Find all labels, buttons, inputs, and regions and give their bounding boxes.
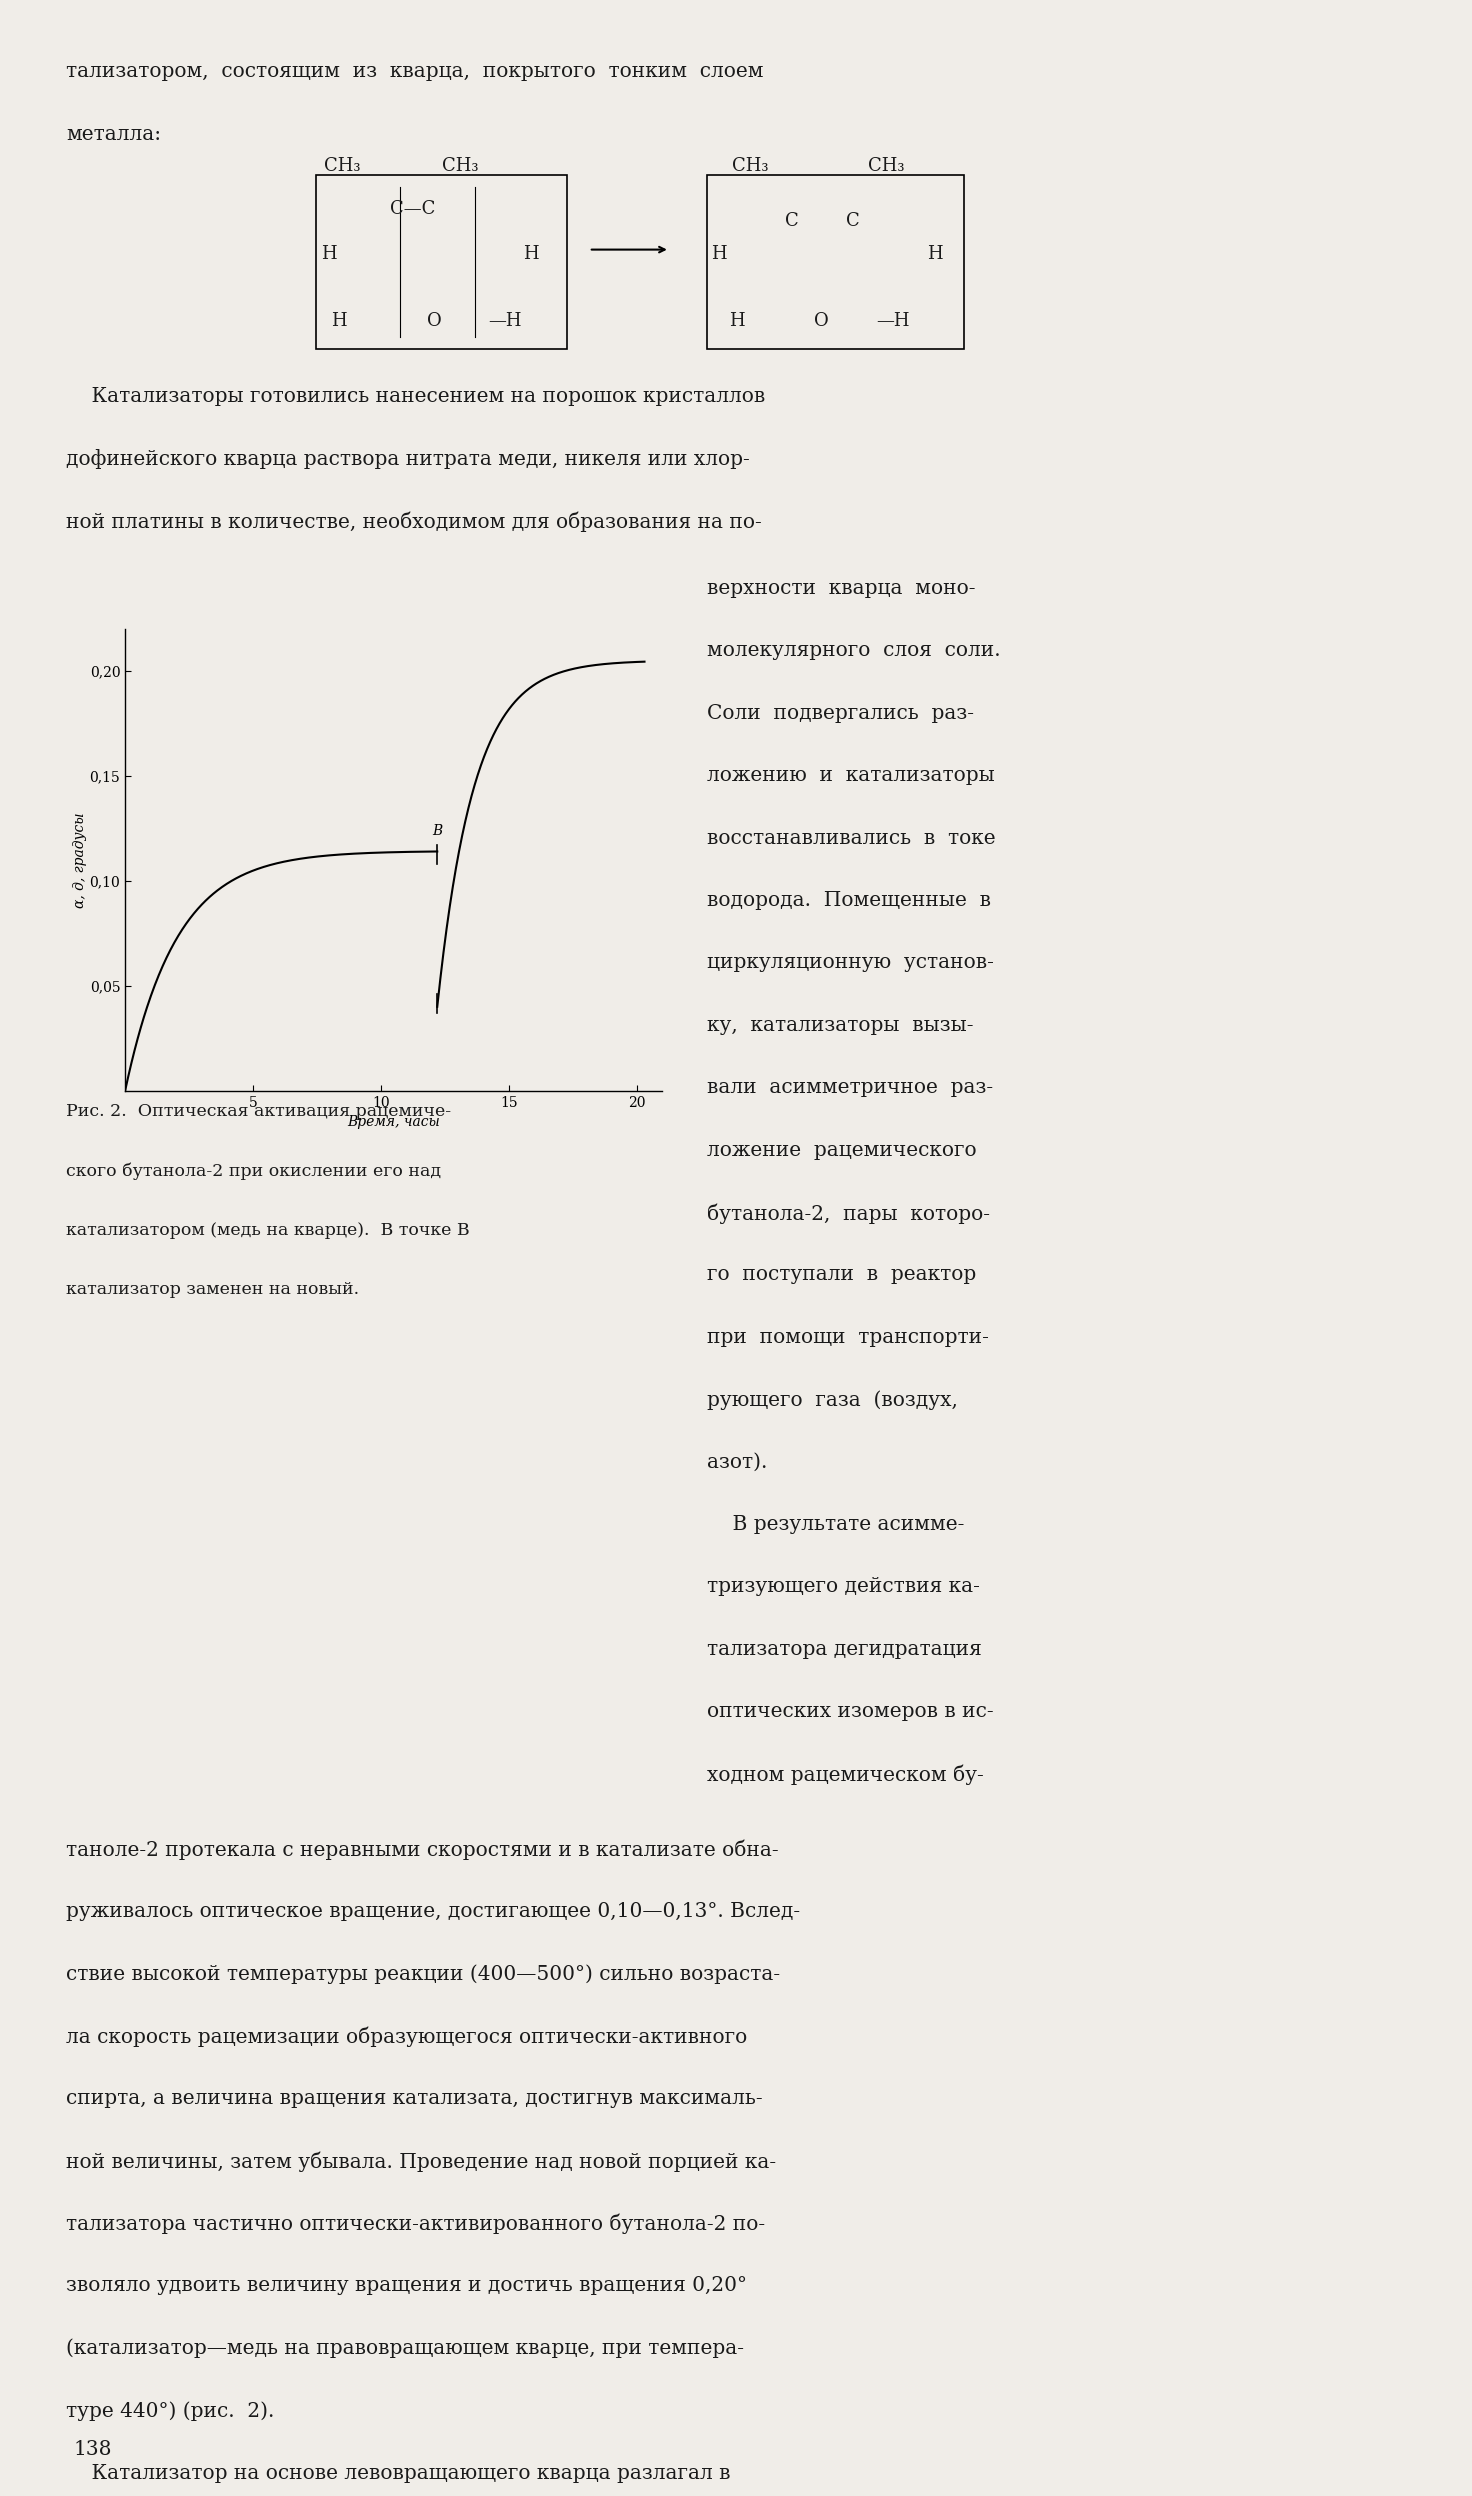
- Text: O: O: [427, 312, 442, 329]
- Text: ложению  и  катализаторы: ложению и катализаторы: [707, 766, 994, 786]
- Text: циркуляционную  установ-: циркуляционную установ-: [707, 953, 994, 973]
- Text: В результате асимме-: В результате асимме-: [707, 1515, 964, 1535]
- Text: Рис. 2.  Оптическая активация рацемиче-: Рис. 2. Оптическая активация рацемиче-: [66, 1103, 452, 1121]
- Text: ходном рацемическом бу-: ходном рацемическом бу-: [707, 1765, 983, 1785]
- Text: дофинейского кварца раствора нитрата меди, никеля или хлор-: дофинейского кварца раствора нитрата мед…: [66, 449, 751, 469]
- Text: бутанола-2,  пары  которо-: бутанола-2, пары которо-: [707, 1203, 989, 1223]
- Text: H: H: [711, 245, 727, 262]
- Bar: [316, 175, 567, 349]
- Text: азот).: азот).: [707, 1453, 767, 1473]
- Text: CH₃: CH₃: [442, 157, 478, 175]
- Text: ла скорость рацемизации образующегося оптически-активного: ла скорость рацемизации образующегося оп…: [66, 2027, 748, 2047]
- Text: B: B: [433, 824, 443, 839]
- Text: CH₃: CH₃: [868, 157, 905, 175]
- Text: 138: 138: [74, 2439, 112, 2459]
- Text: при  помощи  транспорти-: при помощи транспорти-: [707, 1328, 988, 1348]
- Y-axis label: α, д, градусы: α, д, градусы: [72, 811, 87, 909]
- Text: таноле-2 протекала с неравными скоростями и в катализате обна-: таноле-2 протекала с неравными скоростям…: [66, 1840, 779, 1860]
- Text: катализатором (медь на кварце).  В точке В: катализатором (медь на кварце). В точке …: [66, 1223, 470, 1238]
- Text: C: C: [785, 212, 798, 230]
- X-axis label: Время, часы: Время, часы: [347, 1116, 440, 1128]
- Text: O: O: [814, 312, 829, 329]
- Text: (катализатор—медь на правовращающем кварце, при темпера-: (катализатор—медь на правовращающем квар…: [66, 2339, 745, 2359]
- Text: —H: —H: [489, 312, 523, 329]
- Text: Катализаторы готовились нанесением на порошок кристаллов: Катализаторы готовились нанесением на по…: [66, 387, 765, 407]
- Text: го  поступали  в  реактор: го поступали в реактор: [707, 1265, 976, 1285]
- Text: CH₃: CH₃: [324, 157, 361, 175]
- Text: водорода.  Помещенные  в: водорода. Помещенные в: [707, 891, 991, 911]
- Text: ствие высокой температуры реакции (400—500°) сильно возраста-: ствие высокой температуры реакции (400—5…: [66, 1964, 780, 1984]
- Text: Катализатор на основе левовращающего кварца разлагал в: Катализатор на основе левовращающего ква…: [66, 2464, 730, 2484]
- Text: CH₃: CH₃: [732, 157, 768, 175]
- Text: ку,  катализаторы  вызы-: ку, катализаторы вызы-: [707, 1016, 973, 1036]
- Text: ной платины в количестве, необходимом для образования на по-: ной платины в количестве, необходимом дл…: [66, 512, 762, 532]
- Text: Соли  подвергались  раз-: Соли подвергались раз-: [707, 704, 973, 724]
- Text: зволяло удвоить величину вращения и достичь вращения 0,20°: зволяло удвоить величину вращения и дост…: [66, 2276, 748, 2296]
- Text: тализатором,  состоящим  из  кварца,  покрытого  тонким  слоем: тализатором, состоящим из кварца, покрыт…: [66, 62, 764, 82]
- Text: молекулярного  слоя  соли.: молекулярного слоя соли.: [707, 641, 999, 661]
- Text: C: C: [846, 212, 860, 230]
- Text: верхности  кварца  моно-: верхности кварца моно-: [707, 579, 974, 599]
- Text: металла:: металла:: [66, 125, 162, 145]
- Text: катализатор заменен на новый.: катализатор заменен на новый.: [66, 1280, 359, 1298]
- Bar: [707, 175, 964, 349]
- Text: рующего  газа  (воздух,: рующего газа (воздух,: [707, 1390, 957, 1410]
- Text: оптических изомеров в ис-: оптических изомеров в ис-: [707, 1702, 994, 1722]
- Text: спирта, а величина вращения катализата, достигнув максималь-: спирта, а величина вращения катализата, …: [66, 2089, 762, 2109]
- Text: H: H: [321, 245, 337, 262]
- Text: руживалось оптическое вращение, достигающее 0,10—0,13°. Вслед-: руживалось оптическое вращение, достигаю…: [66, 1902, 801, 1922]
- Text: C—C: C—C: [390, 200, 436, 217]
- Text: ной величины, затем убывала. Проведение над новой порцией ка-: ной величины, затем убывала. Проведение …: [66, 2152, 776, 2172]
- Text: H: H: [331, 312, 347, 329]
- Text: H: H: [927, 245, 944, 262]
- Text: восстанавливались  в  токе: восстанавливались в токе: [707, 829, 995, 849]
- Text: тализатора частично оптически-активированного бутанола-2 по-: тализатора частично оптически-активирова…: [66, 2214, 765, 2234]
- Text: ложение  рацемического: ложение рацемического: [707, 1141, 976, 1161]
- Text: H: H: [523, 245, 539, 262]
- Text: туре 440°) (рис.  2).: туре 440°) (рис. 2).: [66, 2401, 275, 2421]
- Text: —H: —H: [876, 312, 910, 329]
- Text: тализатора дегидратация: тализатора дегидратация: [707, 1640, 982, 1660]
- Text: вали  асимметричное  раз-: вали асимметричное раз-: [707, 1078, 992, 1098]
- Text: ского бутанола-2 при окислении его над: ского бутанола-2 при окислении его над: [66, 1163, 442, 1181]
- Text: тризующего действия ка-: тризующего действия ка-: [707, 1577, 979, 1597]
- Text: H: H: [729, 312, 745, 329]
